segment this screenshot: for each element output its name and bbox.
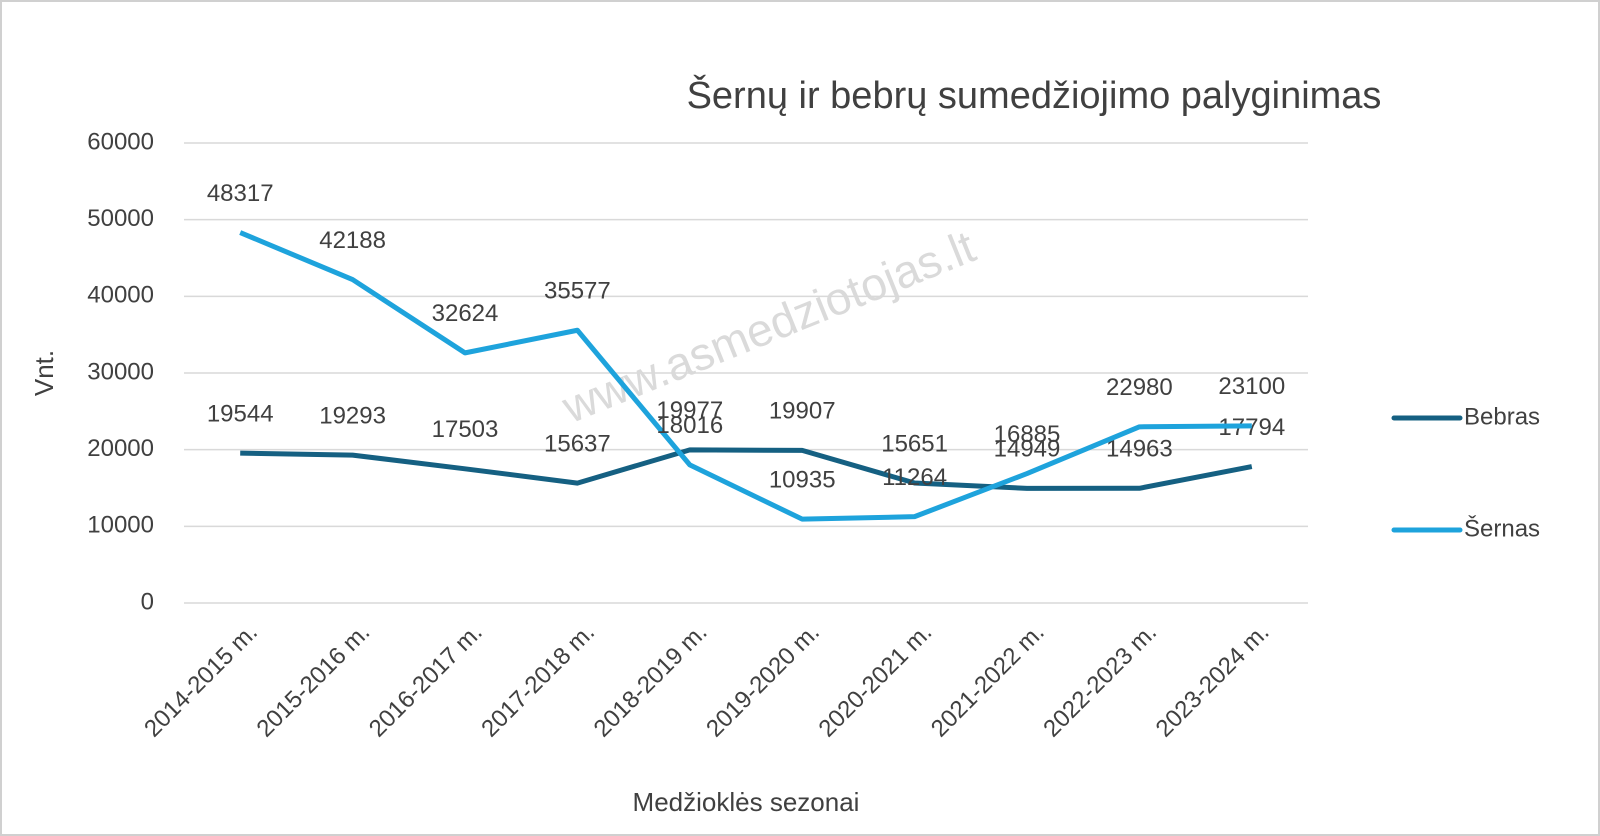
data-label: 22980 — [1106, 374, 1173, 401]
y-tick-label: 30000 — [87, 358, 154, 385]
data-label: 19907 — [769, 398, 836, 425]
data-label: 19293 — [319, 402, 386, 429]
data-label: 42188 — [319, 227, 386, 254]
legend-label: Šernas — [1464, 514, 1540, 542]
y-tick-label: 20000 — [87, 435, 154, 462]
y-tick-label: 50000 — [87, 205, 154, 232]
data-label: 15637 — [544, 430, 611, 457]
line-series — [240, 447, 1253, 491]
data-label: 10935 — [769, 467, 836, 494]
y-tick-label: 0 — [141, 588, 154, 615]
legend-label: Bebras — [1464, 403, 1540, 430]
data-label: 23100 — [1218, 373, 1285, 400]
data-label: 19977 — [656, 397, 723, 424]
y-tick-label: 10000 — [87, 512, 154, 539]
data-label: 16885 — [994, 421, 1061, 448]
data-label: 35577 — [544, 278, 611, 305]
x-axis-title: Medžioklės sezonai — [633, 787, 860, 817]
y-axis-title: Vnt. — [29, 350, 59, 396]
y-tick-label: 40000 — [87, 282, 154, 309]
data-label: 48317 — [207, 180, 274, 207]
data-label: 11264 — [882, 464, 947, 491]
data-label: 32624 — [432, 300, 499, 327]
data-label: 14949 — [994, 436, 1061, 463]
data-label: 19544 — [207, 401, 274, 428]
chart-title: Šernų ir bebrų sumedžiojimo palyginimas — [687, 73, 1382, 117]
data-label: 17503 — [432, 416, 499, 443]
data-label: 18016 — [656, 412, 723, 439]
data-label: 14963 — [1106, 436, 1173, 463]
data-label: 15651 — [881, 430, 948, 457]
y-tick-label: 60000 — [87, 128, 154, 155]
line-series — [239, 230, 1252, 522]
